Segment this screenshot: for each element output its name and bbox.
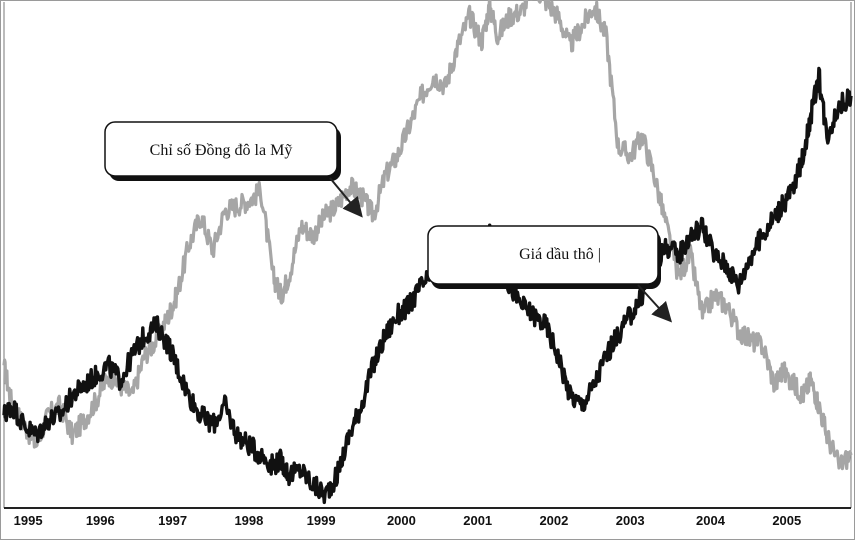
- x-tick-label-2000: 2000: [387, 513, 416, 528]
- x-tick-label-1998: 1998: [234, 513, 263, 528]
- series-line-usd-index: [2, 0, 853, 471]
- x-tick-labels: 1995 1996 1997 1998 1999 2000 2001 2002 2003 2004…: [14, 513, 802, 528]
- x-tick-label-2001: 2001: [463, 513, 492, 528]
- callout-usd-label: Chỉ số Đồng đô la Mỹ: [150, 142, 293, 159]
- x-tick-label-2002: 2002: [539, 513, 568, 528]
- callout-usd-arrow: [329, 177, 363, 218]
- callout-usd-index: Chỉ số Đồng đô la Mỹ: [104, 121, 363, 218]
- callout-crude-oil: Giá dầu thô |: [427, 225, 673, 323]
- x-tick-label-2005: 2005: [772, 513, 801, 528]
- x-tick-label-1997: 1997: [158, 513, 187, 528]
- x-tick-label-2004: 2004: [696, 513, 726, 528]
- x-tick-label-1999: 1999: [307, 513, 336, 528]
- x-tick-label-2003: 2003: [616, 513, 645, 528]
- callout-oil-label: Giá dầu thô |: [519, 246, 601, 263]
- x-tick-label-1996: 1996: [86, 513, 115, 528]
- callout-oil-arrow: [637, 284, 673, 323]
- x-tick-label-1995: 1995: [14, 513, 43, 528]
- callout-usd-box: [104, 121, 338, 177]
- callout-oil-box: [427, 225, 659, 285]
